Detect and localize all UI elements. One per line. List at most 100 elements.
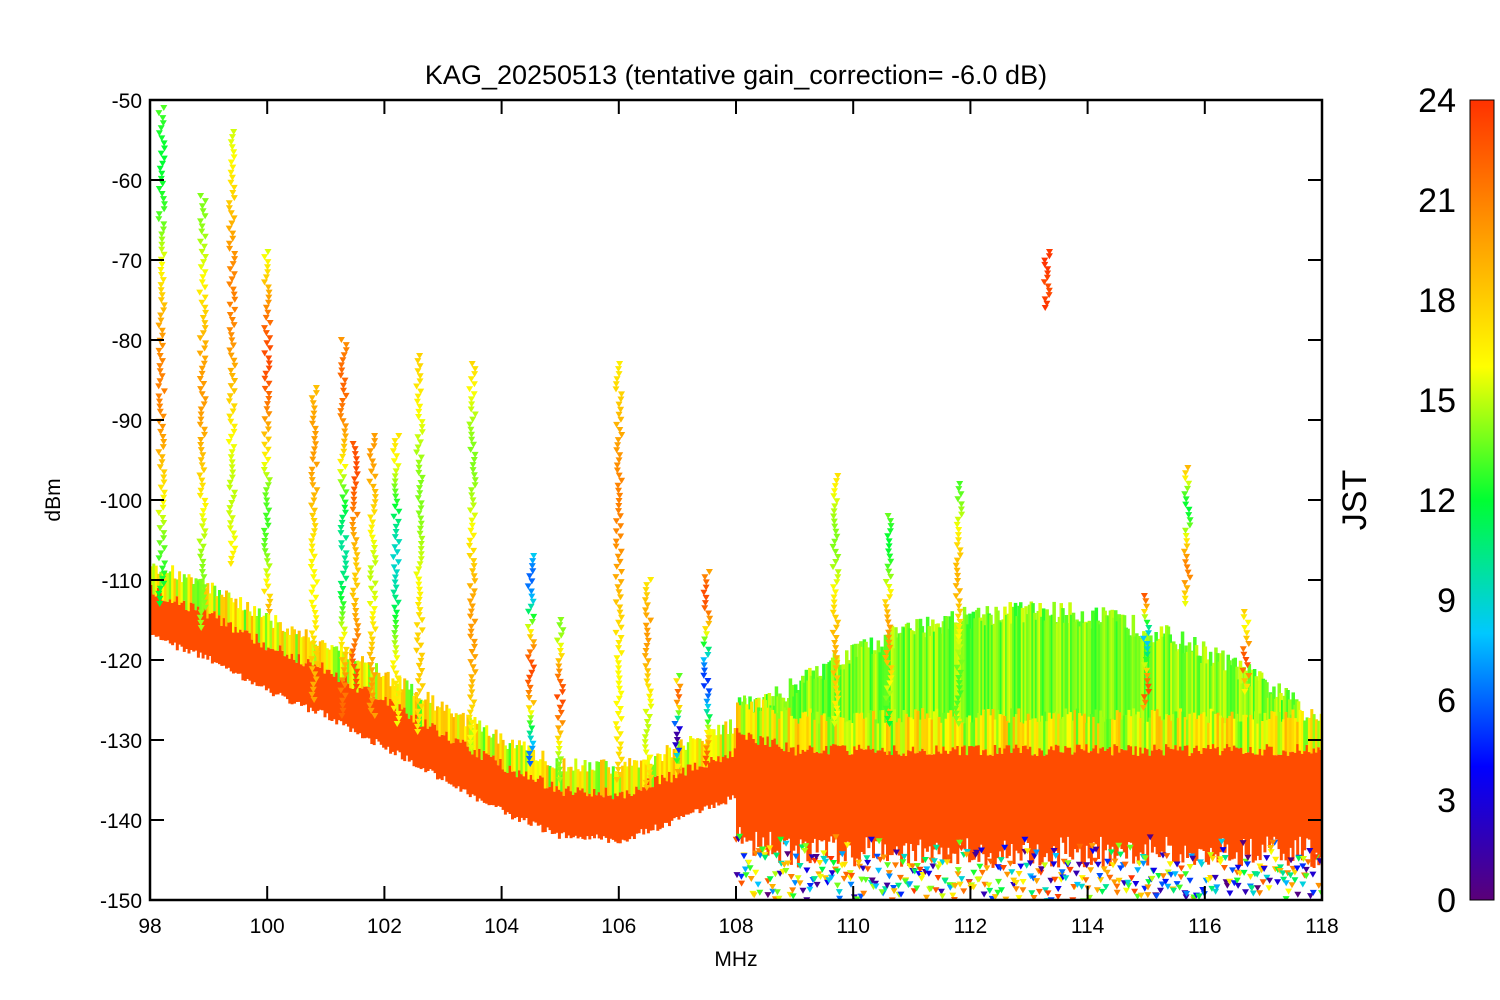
- data-marker: [161, 145, 168, 152]
- floor-upper: [1005, 721, 1009, 746]
- data-marker: [262, 487, 270, 494]
- data-marker: [1243, 630, 1251, 637]
- floor-upper: [893, 709, 896, 746]
- floor-core: [255, 633, 259, 686]
- floor-core: [879, 750, 882, 841]
- floor-upper: [274, 615, 278, 651]
- floor-upper: [1211, 711, 1215, 745]
- floor-core: [996, 753, 1000, 859]
- data-marker: [943, 859, 951, 866]
- floor-core: [635, 786, 639, 834]
- data-marker: [1143, 651, 1151, 658]
- data-marker: [160, 570, 168, 577]
- data-marker: [1189, 855, 1197, 862]
- floor-core: [1244, 753, 1248, 855]
- floor-upper: [991, 709, 995, 756]
- data-marker: [553, 694, 561, 701]
- data-marker: [155, 383, 163, 390]
- floor-upper: [1197, 715, 1201, 751]
- floor-upper: [391, 678, 395, 701]
- data-marker: [1050, 848, 1058, 854]
- data-marker: [157, 297, 165, 304]
- data-marker: [832, 685, 840, 692]
- data-marker: [342, 347, 350, 354]
- data-marker: [310, 451, 317, 458]
- data-marker: [371, 438, 379, 445]
- data-marker: [155, 509, 163, 516]
- floor-core: [918, 751, 922, 840]
- data-marker: [197, 487, 205, 494]
- data-marker: [266, 320, 274, 326]
- data-marker: [467, 623, 475, 630]
- hump-column: [873, 650, 877, 748]
- data-marker: [1153, 893, 1161, 900]
- data-marker: [263, 558, 271, 565]
- floor-upper: [1221, 717, 1225, 751]
- data-marker: [1182, 470, 1189, 477]
- data-marker: [526, 674, 533, 681]
- data-marker: [882, 695, 890, 702]
- floor-upper: [590, 769, 594, 797]
- data-marker: [1139, 860, 1147, 867]
- data-marker: [197, 411, 205, 418]
- data-marker: [338, 367, 346, 374]
- x-tick-label: 104: [484, 915, 519, 938]
- floor-core: [1040, 750, 1044, 864]
- data-marker: [887, 523, 895, 530]
- data-marker: [616, 513, 624, 520]
- data-marker: [198, 477, 206, 484]
- data-marker: [957, 654, 965, 661]
- data-marker: [956, 588, 964, 595]
- data-marker: [956, 598, 963, 605]
- data-marker: [352, 481, 360, 488]
- floor-core: [698, 766, 702, 814]
- floor-core: [750, 734, 754, 841]
- data-marker: [773, 852, 780, 859]
- data-marker: [674, 715, 682, 722]
- x-tick-label: 118: [1305, 915, 1338, 938]
- floor-upper: [792, 718, 796, 748]
- floor-core: [562, 795, 566, 833]
- floor-core: [543, 788, 547, 832]
- data-marker: [528, 725, 536, 732]
- data-marker: [901, 878, 909, 885]
- data-marker: [469, 467, 477, 474]
- floor-upper: [839, 717, 843, 747]
- floor-core: [494, 760, 498, 807]
- data-marker: [733, 872, 741, 879]
- data-marker: [340, 448, 348, 455]
- hump-column: [1041, 608, 1046, 748]
- data-marker: [887, 670, 895, 677]
- data-marker: [613, 655, 621, 662]
- data-marker: [1183, 553, 1191, 560]
- floor-core: [375, 699, 378, 740]
- data-marker: [392, 625, 400, 631]
- floor-core: [581, 788, 585, 839]
- data-marker: [197, 609, 205, 616]
- data-marker: [310, 697, 318, 703]
- floor-upper: [328, 649, 332, 670]
- data-marker: [160, 388, 168, 395]
- data-marker: [831, 680, 839, 687]
- data-marker: [366, 575, 374, 582]
- floor-core: [213, 611, 217, 663]
- data-marker: [817, 873, 824, 880]
- data-marker: [701, 600, 709, 607]
- floor-upper: [419, 699, 423, 727]
- hump-column: [1036, 611, 1041, 748]
- floor-upper: [1026, 713, 1030, 750]
- data-marker: [1141, 662, 1148, 669]
- data-marker: [675, 710, 683, 717]
- data-marker: [615, 665, 623, 672]
- data-marker: [231, 306, 239, 313]
- data-marker: [884, 862, 892, 869]
- data-marker: [952, 710, 960, 717]
- data-marker: [616, 685, 623, 692]
- data-marker: [368, 524, 376, 531]
- data-marker: [1141, 699, 1149, 706]
- data-marker: [983, 865, 991, 872]
- data-marker: [466, 537, 474, 544]
- data-marker: [391, 483, 399, 490]
- data-marker: [957, 845, 965, 852]
- data-marker: [875, 838, 883, 845]
